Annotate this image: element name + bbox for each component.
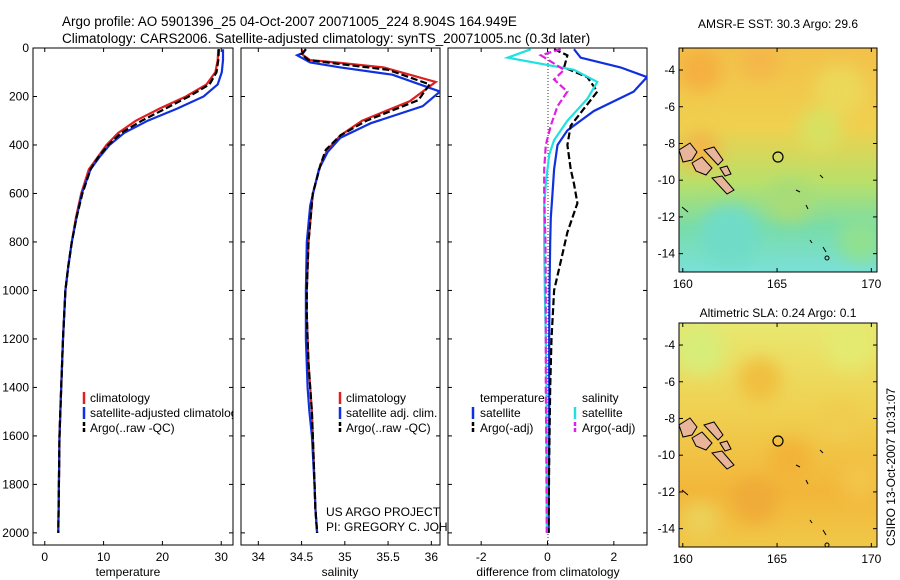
map-x-tick-label: 170 xyxy=(861,277,881,291)
x-tick-label: 2 xyxy=(610,550,617,564)
map-x-tick-label: 170 xyxy=(861,552,881,566)
map-y-tick-label: -4 xyxy=(664,338,675,352)
map-y-tick-label: -12 xyxy=(658,485,676,499)
difference-ticks: -2 0 2 xyxy=(448,47,647,564)
temperature-legend: climatology satellite-adjusted climatolo… xyxy=(82,391,243,435)
depth-tick-label: 2000 xyxy=(2,526,29,540)
depth-tick-label: 600 xyxy=(9,186,29,200)
project-line-2: PI: GREGORY C. JOHNSON xyxy=(326,520,482,534)
salinity-axes xyxy=(240,47,441,546)
depth-tick-label: 1800 xyxy=(2,477,29,491)
sst-heatmap xyxy=(679,48,877,272)
title-line-1: Argo profile: AO 5901396_25 04-Oct-2007 … xyxy=(62,14,517,29)
difference-legend: temperature satellite Argo(-adj) salinit… xyxy=(471,391,635,435)
depth-tick-label: 1000 xyxy=(2,283,29,297)
temperature-xlabel: temperature xyxy=(96,565,161,579)
legend-temperature-title: temperature xyxy=(480,391,545,405)
legend-argo: Argo(..raw -QC) xyxy=(346,421,431,435)
project-line-1: US ARGO PROJECT xyxy=(326,505,441,519)
map-y-tick-label: -14 xyxy=(658,247,676,261)
map-y-tick-label: -12 xyxy=(658,210,676,224)
x-tick-label: 0 xyxy=(544,550,551,564)
sla-map-frame xyxy=(678,322,878,548)
x-tick-label: 0 xyxy=(41,550,48,564)
series-line-temperature-satellite xyxy=(547,48,647,533)
depth-tick-label: 800 xyxy=(9,235,29,249)
map-x-tick-label: 165 xyxy=(767,277,787,291)
legend-temp-argo: Argo(-adj) xyxy=(480,421,533,435)
depth-tick-label: 1400 xyxy=(2,380,29,394)
x-tick-label: 36 xyxy=(425,550,439,564)
legend-temp-satellite: satellite xyxy=(480,406,521,420)
legend-argo: Argo(..raw -QC) xyxy=(90,421,175,435)
map-x-tick-label: 165 xyxy=(767,552,787,566)
series-line-salinity-satellite xyxy=(503,48,599,533)
sla-ticks: 160 165 170 -4 -6 -8 -10 -12 -14 xyxy=(658,323,882,566)
difference-panel: -2 0 2 difference from climatology tempera… xyxy=(447,47,648,579)
legend-climatology: climatology xyxy=(90,391,150,405)
sst-map-panel: AMSR-E SST: 30.3 Argo: 29.6 xyxy=(658,17,882,291)
map-y-tick-label: -8 xyxy=(664,411,675,425)
x-tick-label: 35 xyxy=(338,550,352,564)
series-line-satellite-adj-clim- xyxy=(294,48,440,533)
x-tick-label: 34.5 xyxy=(290,550,314,564)
difference-xlabel: difference from climatology xyxy=(476,565,619,579)
temperature-ticks: 0 10 20 30 xyxy=(33,47,233,564)
sst-argo-marker xyxy=(772,151,784,163)
salinity-xlabel: salinity xyxy=(322,565,359,579)
difference-lines xyxy=(503,48,647,533)
x-tick-label: -2 xyxy=(476,550,487,564)
x-tick-label: 34 xyxy=(252,550,266,564)
temperature-lines xyxy=(57,49,225,533)
salinity-lines xyxy=(294,48,440,533)
series-line-argo-raw-qc- xyxy=(300,48,432,533)
map-y-tick-label: -14 xyxy=(658,522,676,536)
map-x-tick-label: 160 xyxy=(673,277,693,291)
salinity-legend: climatology satellite adj. clim. Argo(..… xyxy=(338,391,437,435)
map-y-tick-label: -10 xyxy=(658,173,676,187)
legend-sal-satellite: satellite xyxy=(582,406,623,420)
map-y-tick-label: -10 xyxy=(658,448,676,462)
legend-sal-argo: Argo(-adj) xyxy=(582,421,635,435)
x-tick-label: 20 xyxy=(156,550,170,564)
legend-salinity-title: salinity xyxy=(582,391,619,405)
depth-tick-label: 400 xyxy=(9,138,29,152)
map-y-tick-label: -6 xyxy=(664,375,675,389)
map-y-tick-label: -6 xyxy=(664,100,675,114)
salinity-ticks: 34 34.5 35 35.5 36 xyxy=(241,47,440,564)
x-tick-label: 10 xyxy=(97,550,111,564)
legend-climatology: climatology xyxy=(346,391,406,405)
depth-tick-label: 1600 xyxy=(2,429,29,443)
x-tick-label: 35.5 xyxy=(376,550,400,564)
map-y-tick-label: -4 xyxy=(664,63,675,77)
depth-ticks: 0 200 400 600 800 1000 1200 1400 1600 1800 2000 xyxy=(2,41,29,540)
sla-map-title: Altimetric SLA: 0.24 Argo: 0.1 xyxy=(700,306,857,320)
x-tick-label: 30 xyxy=(215,550,229,564)
sst-map-title: AMSR-E SST: 30.3 Argo: 29.6 xyxy=(698,17,858,31)
sla-argo-marker xyxy=(772,435,784,447)
side-timestamp: CSIRO 13-Oct-2007 10:31:07 xyxy=(884,388,898,546)
sst-map-frame xyxy=(678,47,878,273)
depth-tick-label: 0 xyxy=(22,41,29,55)
depth-tick-label: 200 xyxy=(9,89,29,103)
series-line-argo-raw-qc- xyxy=(57,49,220,533)
series-line-temperature-argo-adj- xyxy=(547,48,599,533)
sla-heatmap xyxy=(679,323,877,547)
temperature-panel: 0 10 20 30 0 200 400 600 800 1000 1200 1400 1600 180… xyxy=(2,41,243,579)
map-y-tick-label: -8 xyxy=(664,136,675,150)
depth-tick-label: 1200 xyxy=(2,332,29,346)
temperature-axes xyxy=(32,47,234,546)
salinity-panel: 34 34.5 35 35.5 36 salinity climatology sate… xyxy=(240,47,482,579)
series-line-salinity-argo-adj- xyxy=(538,48,569,533)
title-line-2: Climatology: CARS2006. Satellite-adjuste… xyxy=(62,31,590,46)
legend-satellite: satellite adj. clim. xyxy=(346,406,437,420)
legend-satellite: satellite-adjusted climatology xyxy=(90,406,243,420)
map-x-tick-label: 160 xyxy=(673,552,693,566)
sst-ticks: 160 165 170 -4 -6 -8 -10 -12 -14 xyxy=(658,48,882,291)
sla-map-panel: Altimetric SLA: 0.24 Argo: 0.1 xyxy=(658,306,882,566)
